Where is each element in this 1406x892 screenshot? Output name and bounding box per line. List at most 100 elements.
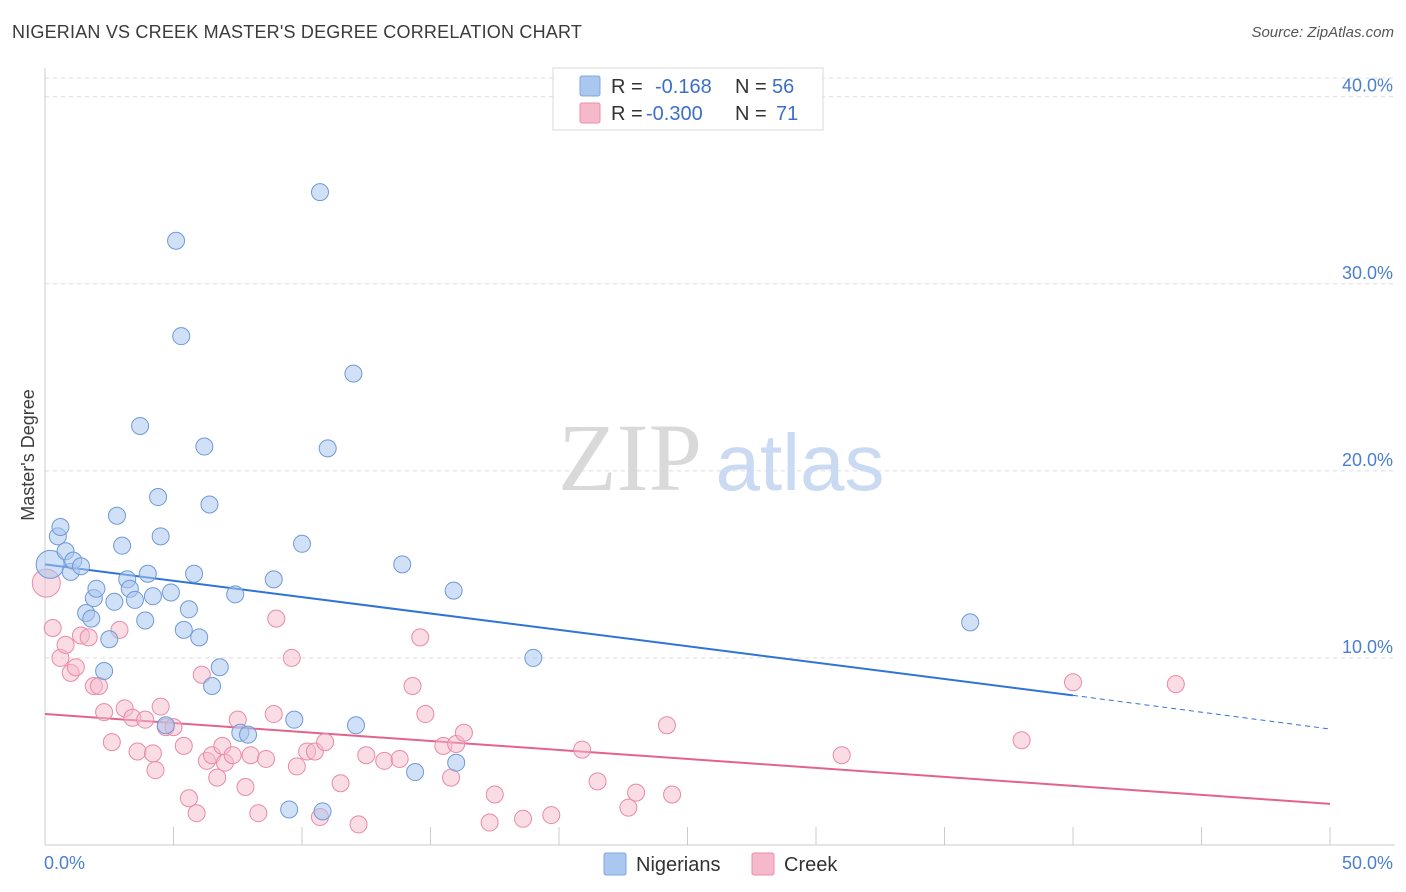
creek-point	[66, 658, 85, 677]
nigerians-point	[113, 536, 132, 555]
creek-point	[1012, 731, 1031, 750]
axes	[44, 68, 1395, 846]
creek-point	[287, 757, 306, 776]
creek-point	[411, 628, 430, 647]
nigerians-trend-line	[44, 563, 1074, 697]
nigerians-point	[156, 716, 175, 735]
creek-point	[657, 716, 676, 735]
nigerians-point	[406, 763, 425, 782]
legend-r-value: -0.300	[646, 103, 703, 125]
nigerians-point	[143, 587, 162, 606]
creek-point	[390, 749, 409, 768]
nigerians-point	[95, 662, 114, 681]
creek-point	[485, 785, 504, 804]
legend-r-label: R =	[611, 103, 643, 125]
creek-point	[573, 740, 592, 759]
nigerians-point	[310, 183, 329, 202]
creek-point	[192, 665, 211, 684]
x-tick-label-max: 50.0%	[1342, 853, 1393, 873]
creek-point	[542, 806, 561, 825]
nigerians-point	[280, 800, 299, 819]
nigerians-point	[239, 725, 258, 744]
nigerians-point	[185, 564, 204, 583]
nigerians-point	[138, 564, 157, 583]
nigerians-trend-extension	[1072, 694, 1331, 730]
legend-top: R = -0.168 N = 56 R = -0.300 N = 71	[552, 67, 824, 131]
legend-bottom-label-creek: Creek	[784, 854, 838, 876]
y-axis-label: Master's Degree	[18, 389, 38, 520]
creek-point	[151, 697, 170, 716]
nigerians-point	[87, 579, 106, 598]
nigerians-point	[264, 570, 283, 589]
legend-bottom: Nigerians Creek	[603, 852, 838, 876]
data-points	[31, 183, 1185, 834]
legend-n-value: 71	[776, 103, 798, 125]
creek-point	[56, 635, 75, 654]
nigerians-point	[195, 437, 214, 456]
creek-point	[403, 676, 422, 695]
legend-r-label: R =	[611, 76, 643, 98]
creek-point	[43, 618, 62, 637]
nigerians-point	[179, 600, 198, 619]
nigerians-point	[174, 620, 193, 639]
creek-point	[282, 648, 301, 667]
nigerians-point	[151, 527, 170, 546]
creek-point	[128, 742, 147, 761]
creek-point	[1166, 675, 1185, 694]
legend-n-label: N =	[735, 103, 767, 125]
y-tick-label: 30.0%	[1342, 263, 1393, 283]
creek-point	[514, 809, 533, 828]
y-tick-label: 10.0%	[1342, 637, 1393, 657]
watermark-zip: ZIP	[558, 404, 702, 511]
creek-point	[588, 772, 607, 791]
trend-lines	[44, 563, 1331, 805]
nigerians-point	[203, 676, 222, 695]
nigerians-point	[393, 555, 412, 574]
nigerians-point	[318, 439, 337, 458]
creek-point	[89, 676, 108, 695]
creek-point	[236, 778, 255, 797]
nigerians-point	[313, 802, 332, 821]
creek-trend-line	[44, 713, 1331, 805]
watermark-atlas: atlas	[716, 418, 885, 507]
nigerians-point	[961, 613, 980, 632]
nigerians-point	[167, 231, 186, 250]
creek-point	[249, 804, 268, 823]
nigerians-point	[190, 628, 209, 647]
y-tick-labels: 10.0% 20.0% 30.0% 40.0%	[1342, 76, 1393, 657]
creek-point	[102, 733, 121, 752]
nigerians-point	[344, 364, 363, 383]
creek-point	[349, 815, 368, 834]
nigerians-point	[172, 327, 191, 346]
legend-r-value: -0.168	[655, 76, 712, 98]
x-tick-labels: 0.0% 50.0%	[44, 853, 1393, 873]
y-tick-label: 20.0%	[1342, 450, 1393, 470]
creek-point	[264, 705, 283, 724]
creek-point	[316, 733, 335, 752]
nigerians-point	[444, 581, 463, 600]
nigerians-point	[107, 506, 126, 525]
creek-point	[1064, 673, 1082, 692]
creek-point	[454, 723, 473, 742]
creek-point	[208, 768, 227, 787]
legend-n-label: N =	[735, 76, 767, 98]
creek-point	[267, 609, 286, 628]
nigerians-point	[149, 488, 168, 507]
nigerians-point	[447, 753, 466, 772]
nigerians-point	[524, 648, 543, 667]
y-tick-label: 40.0%	[1342, 76, 1393, 96]
grid-lines	[45, 77, 1395, 659]
creek-point	[174, 736, 193, 755]
nigerians-point	[51, 517, 70, 536]
creek-point	[442, 768, 461, 787]
nigerians-point	[71, 557, 90, 576]
legend-bottom-swatch-nigerians	[603, 852, 627, 876]
creek-point	[257, 749, 276, 768]
chart-title: NIGERIAN VS CREEK MASTER'S DEGREE CORREL…	[12, 22, 583, 42]
creek-point	[416, 705, 435, 724]
nigerians-point	[136, 611, 155, 630]
nigerians-point	[161, 583, 180, 602]
chart-source: Source: ZipAtlas.com	[1251, 24, 1394, 41]
creek-point	[619, 798, 638, 817]
